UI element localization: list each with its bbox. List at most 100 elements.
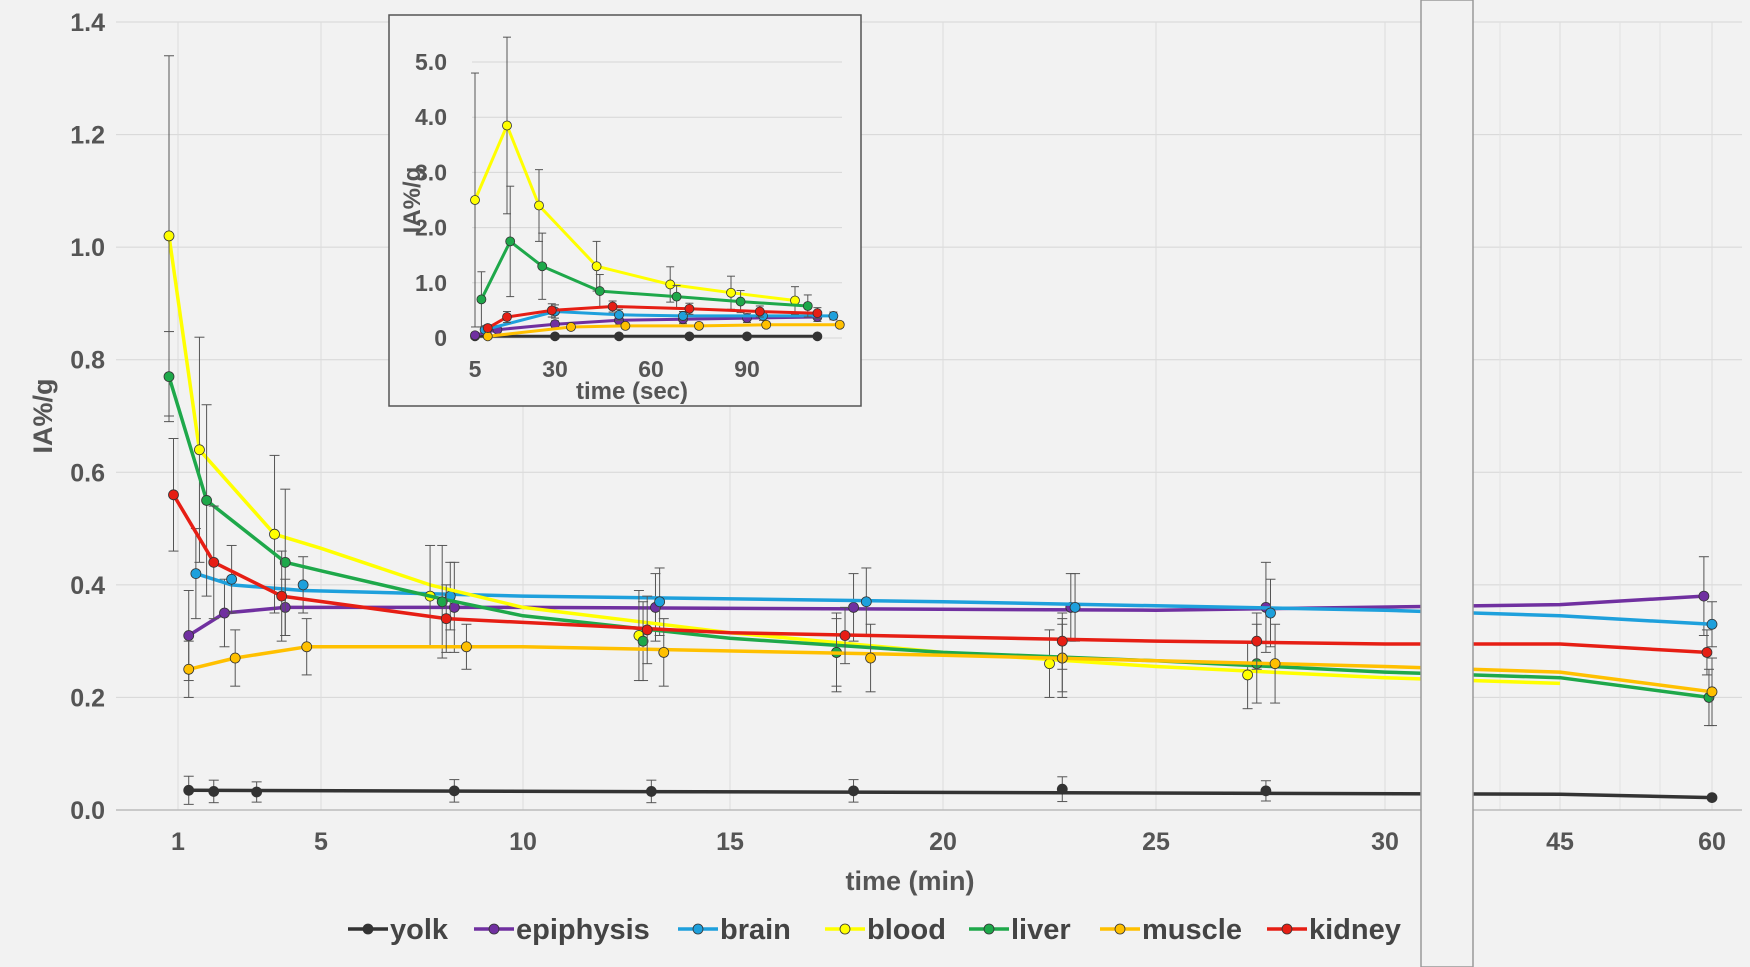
y-axis-title: IA%/g — [28, 378, 58, 453]
x-tick-label: 5 — [314, 828, 328, 856]
series-blood — [470, 36, 800, 328]
legend-swatch-marker — [362, 923, 374, 935]
series-kidney — [168, 438, 1713, 676]
legend-swatch-marker — [488, 923, 500, 935]
series-line-yolk — [188, 788, 1713, 800]
x-tick-label: 45 — [1546, 828, 1574, 856]
data-point-blood — [502, 120, 512, 131]
data-point-liver — [436, 596, 448, 608]
data-point-kidney — [839, 630, 851, 641]
x-tick-label: 1 — [171, 828, 185, 856]
inset-x-tick-label: 5 — [469, 356, 482, 382]
data-point-yolk — [251, 786, 263, 798]
data-point-blood — [194, 444, 205, 456]
inset-y-tick-label: 0 — [434, 325, 447, 351]
data-point-yolk — [1260, 785, 1272, 797]
data-point-kidney — [641, 624, 653, 636]
data-point-brain — [1069, 601, 1081, 613]
data-point-muscle — [461, 641, 472, 653]
data-point-liver — [594, 286, 605, 296]
inset-chart-frame — [388, 14, 862, 407]
series-kidney — [482, 300, 823, 333]
y-tick-label: 0.0 — [70, 797, 105, 825]
data-point-muscle — [694, 320, 704, 331]
y-tick-label: 0.8 — [70, 347, 105, 375]
data-point-brain — [614, 309, 624, 320]
legend-item-yolk: yolk — [348, 914, 449, 946]
legend-label: liver — [1011, 914, 1071, 946]
legend-swatch-marker — [983, 923, 995, 935]
data-point-yolk — [550, 331, 560, 342]
data-point-liver — [476, 294, 487, 305]
data-point-liver — [163, 371, 175, 383]
data-point-kidney — [1056, 635, 1068, 647]
data-point-brain — [226, 573, 238, 585]
data-point-kidney — [1701, 647, 1713, 658]
x-tick-label: 20 — [929, 828, 957, 856]
series-line-brain — [195, 571, 1713, 627]
data-point-blood — [591, 261, 602, 272]
data-point-muscle — [761, 319, 772, 330]
x-tick-label: 10 — [509, 828, 537, 856]
legend-item-blood: blood — [825, 914, 946, 946]
data-point-liver — [505, 236, 516, 247]
inset-y-tick-label: 1.0 — [415, 270, 447, 296]
series-line-muscle — [487, 323, 840, 338]
series-yolk — [183, 775, 1718, 805]
data-point-liver — [537, 261, 548, 272]
y-tick-label: 0.6 — [70, 459, 105, 487]
inset-y-tick-label: 4.0 — [415, 104, 447, 130]
axis-break-band — [1420, 0, 1474, 967]
data-point-kidney — [812, 308, 823, 319]
data-point-muscle — [865, 652, 876, 664]
data-point-yolk — [208, 786, 220, 797]
series-muscle — [482, 319, 845, 342]
data-point-brain — [1706, 618, 1718, 630]
inset-x-tick-label: 90 — [734, 356, 760, 382]
data-point-muscle — [229, 652, 241, 664]
data-point-brain — [828, 311, 839, 321]
x-tick-label: 60 — [1698, 828, 1726, 856]
legend-label: blood — [867, 914, 946, 946]
data-point-muscle — [301, 641, 313, 653]
series-line-blood — [167, 235, 1561, 686]
data-point-liver — [735, 296, 746, 307]
inset-y-tick-label: 3.0 — [415, 159, 447, 185]
data-point-yolk — [1706, 792, 1718, 804]
data-point-muscle — [183, 663, 195, 675]
data-point-yolk — [812, 331, 823, 342]
legend-item-brain: brain — [678, 914, 791, 946]
legend-label: kidney — [1309, 914, 1401, 946]
y-tick-label: 0.2 — [70, 684, 105, 712]
data-point-blood — [665, 279, 676, 290]
data-point-epiphysis — [470, 330, 480, 341]
legend-label: epiphysis — [516, 914, 650, 946]
data-point-blood — [470, 195, 480, 205]
data-point-yolk — [183, 784, 195, 796]
data-point-kidney — [276, 590, 288, 602]
y-tick-label: 1.0 — [70, 234, 105, 262]
data-point-kidney — [502, 312, 512, 322]
data-point-muscle — [566, 322, 576, 332]
series-muscle — [183, 618, 1718, 727]
data-point-yolk — [1056, 783, 1068, 795]
data-point-muscle — [482, 331, 493, 342]
data-point-liver — [279, 556, 291, 568]
data-point-yolk — [614, 331, 624, 342]
inset-x-axis-title: time (sec) — [576, 378, 688, 405]
data-point-brain — [297, 579, 309, 591]
data-point-muscle — [1706, 686, 1718, 698]
legend-swatch-marker — [1281, 923, 1293, 935]
y-tick-label: 1.2 — [70, 122, 105, 150]
series-line-kidney — [171, 493, 1707, 655]
data-point-liver — [637, 635, 649, 647]
series-line-brain — [484, 310, 834, 332]
inset-y-tick-label: 5.0 — [415, 49, 447, 75]
legend-swatch-marker — [692, 923, 704, 935]
legend-label: brain — [720, 914, 791, 946]
x-tick-label: 15 — [716, 828, 744, 856]
data-point-brain — [678, 311, 688, 321]
data-point-brain — [190, 568, 202, 579]
data-point-yolk — [684, 331, 695, 342]
